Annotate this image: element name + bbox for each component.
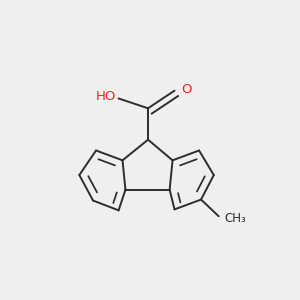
Text: O: O: [181, 82, 191, 96]
Text: CH₃: CH₃: [224, 212, 246, 225]
Text: HO: HO: [96, 91, 116, 103]
